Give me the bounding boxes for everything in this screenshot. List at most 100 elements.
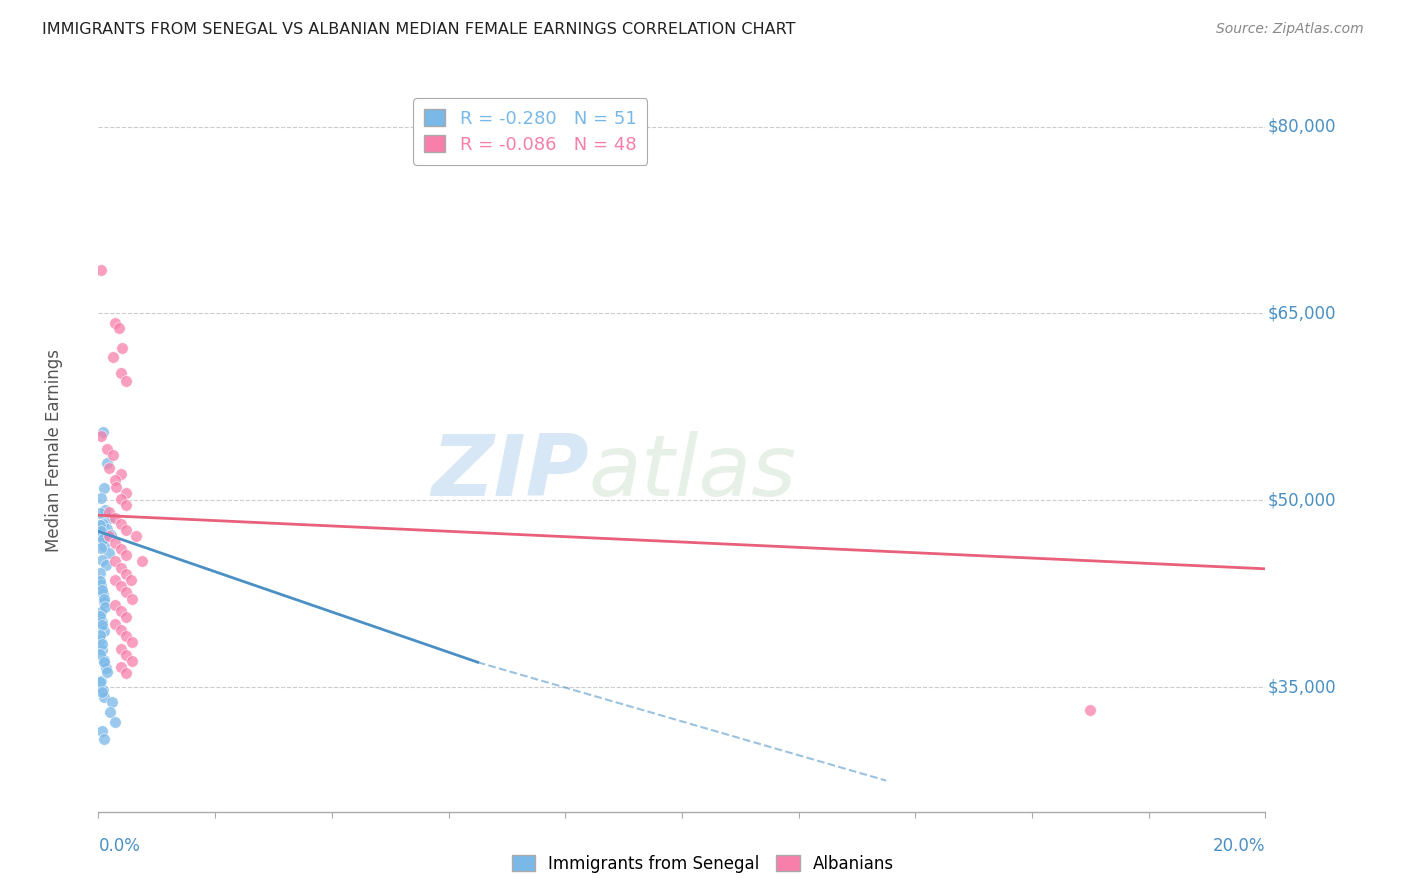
Point	[90, 533, 112, 548]
Point	[121, 635, 143, 649]
Point	[96, 456, 118, 470]
Legend: R = -0.280   N = 51, R = -0.086   N = 48: R = -0.280 N = 51, R = -0.086 N = 48	[413, 98, 648, 165]
Point	[89, 647, 111, 661]
Point	[131, 554, 153, 568]
Point	[90, 553, 112, 567]
Point	[104, 317, 127, 331]
Point	[115, 485, 138, 500]
Point	[93, 624, 115, 639]
Point	[125, 529, 148, 543]
Point	[110, 516, 132, 531]
Point	[100, 528, 122, 542]
Point	[90, 524, 112, 539]
Text: $65,000: $65,000	[1268, 304, 1336, 322]
Text: $50,000: $50,000	[1268, 491, 1336, 509]
Point	[121, 654, 143, 668]
Point	[111, 341, 134, 355]
Point	[110, 467, 132, 482]
Point	[94, 503, 117, 517]
Point	[104, 598, 127, 612]
Point	[91, 587, 114, 601]
Point	[90, 428, 112, 442]
Point	[93, 481, 115, 495]
Point	[101, 350, 124, 364]
Text: 20.0%: 20.0%	[1213, 837, 1265, 855]
Point	[121, 591, 143, 606]
Point	[91, 516, 114, 531]
Point	[90, 673, 112, 688]
Text: Median Female Earnings: Median Female Earnings	[45, 349, 63, 552]
Point	[115, 548, 138, 562]
Point	[90, 723, 112, 738]
Point	[101, 695, 124, 709]
Point	[89, 628, 111, 642]
Point	[110, 579, 132, 593]
Point	[110, 623, 132, 637]
Point	[104, 480, 127, 494]
Point	[115, 648, 138, 662]
Point	[98, 705, 121, 719]
Point	[96, 665, 118, 680]
Point	[104, 535, 127, 549]
Point	[104, 714, 127, 729]
Point	[104, 510, 127, 524]
Point	[89, 566, 111, 580]
Point	[115, 610, 138, 624]
Point	[97, 504, 120, 518]
Point	[104, 573, 127, 587]
Text: atlas: atlas	[589, 431, 797, 514]
Point	[115, 523, 138, 537]
Point	[91, 425, 114, 439]
Point	[93, 690, 115, 705]
Point	[110, 541, 132, 556]
Point	[93, 653, 115, 667]
Point	[89, 609, 111, 624]
Point	[110, 604, 132, 618]
Text: Source: ZipAtlas.com: Source: ZipAtlas.com	[1216, 22, 1364, 37]
Text: $80,000: $80,000	[1268, 118, 1336, 136]
Point	[97, 510, 120, 524]
Point	[104, 616, 127, 631]
Point	[110, 660, 132, 674]
Point	[115, 374, 138, 388]
Point	[89, 632, 111, 647]
Text: $35,000: $35,000	[1268, 678, 1336, 696]
Point	[90, 541, 112, 555]
Point	[96, 522, 118, 536]
Point	[101, 449, 124, 463]
Point	[94, 600, 117, 615]
Point	[115, 566, 138, 581]
Point	[89, 675, 111, 690]
Text: 0.0%: 0.0%	[98, 837, 141, 855]
Point	[90, 578, 112, 592]
Point	[97, 529, 120, 543]
Point	[93, 595, 115, 609]
Point	[93, 540, 115, 554]
Point	[91, 532, 114, 546]
Point	[94, 661, 117, 675]
Point	[93, 732, 115, 747]
Point	[90, 491, 112, 505]
Point	[108, 321, 131, 335]
Point	[90, 685, 112, 699]
Point	[90, 642, 112, 657]
Point	[89, 506, 111, 520]
Point	[120, 573, 142, 587]
Point	[89, 574, 111, 589]
Point	[97, 461, 120, 475]
Point	[115, 666, 138, 681]
Point	[97, 546, 120, 560]
Text: IMMIGRANTS FROM SENEGAL VS ALBANIAN MEDIAN FEMALE EARNINGS CORRELATION CHART: IMMIGRANTS FROM SENEGAL VS ALBANIAN MEDI…	[42, 22, 796, 37]
Point	[90, 636, 112, 650]
Point	[90, 618, 112, 632]
Point	[115, 629, 138, 643]
Point	[89, 518, 111, 533]
Text: ZIP: ZIP	[430, 431, 589, 514]
Point	[96, 442, 118, 457]
Point	[104, 554, 127, 568]
Point	[104, 474, 127, 488]
Point	[110, 560, 132, 574]
Point	[115, 498, 138, 512]
Point	[110, 491, 132, 506]
Point	[90, 606, 112, 620]
